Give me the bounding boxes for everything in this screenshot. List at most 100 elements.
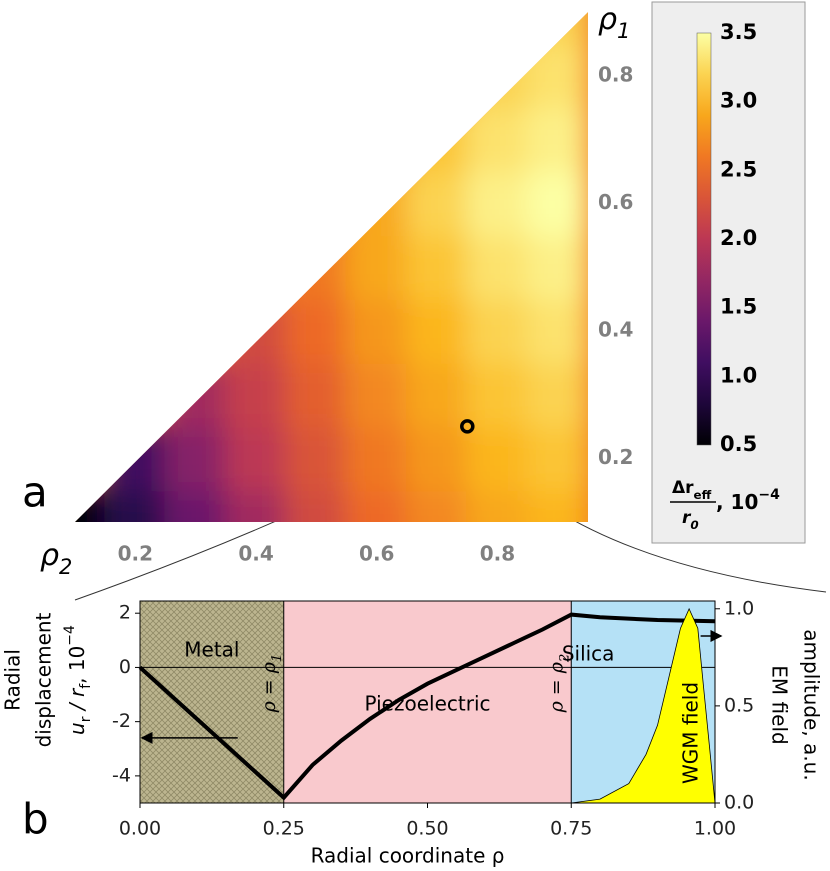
heat-cell	[405, 489, 469, 522]
heat-cell	[104, 489, 167, 522]
label-part: r	[682, 508, 692, 528]
heat-cell	[285, 425, 348, 492]
heat-cell	[285, 489, 348, 522]
marker	[460, 419, 475, 434]
heat-cell	[466, 106, 529, 173]
x-tick-label: 0.6	[359, 542, 394, 566]
heat-cell	[526, 170, 588, 237]
y-axis-label: ρ1	[598, 2, 630, 44]
colorbar	[696, 32, 712, 446]
label-part: 2	[557, 654, 572, 663]
boundary-label: ρ = ρ2	[545, 654, 572, 714]
heat-cell	[526, 106, 588, 173]
boundary-label: ρ = ρ1	[258, 654, 285, 714]
y-axis-label: Radial	[1, 649, 25, 711]
heat-cell	[466, 234, 529, 300]
region-label: Metal	[184, 638, 239, 662]
label-part: Δr	[672, 478, 694, 498]
label-part: ρ	[598, 2, 617, 37]
label-part: ρ	[40, 538, 59, 573]
heat-cell	[466, 489, 529, 522]
heat-cell	[526, 234, 588, 300]
heat-cell	[224, 297, 288, 364]
label-part: r	[78, 716, 94, 722]
label-part: / r	[65, 687, 89, 716]
heat-cell	[466, 425, 529, 492]
y-axis-label: ur / rf, 10−4	[62, 625, 94, 735]
y-tick-label: 2	[119, 602, 131, 624]
x-tick-label: 0.4	[238, 542, 273, 566]
heat-cell	[345, 425, 408, 492]
x-tick-label: 0.50	[406, 818, 448, 840]
label-part: 0	[690, 518, 698, 532]
label-part: , 10	[65, 646, 89, 684]
label-part: 2	[59, 555, 72, 579]
label-part: 1	[617, 19, 630, 43]
heat-cell	[345, 170, 408, 237]
colorbar-tick-label: 3.5	[720, 20, 757, 44]
heat-cell	[345, 361, 408, 428]
colorbar-label: r0	[682, 508, 699, 532]
colorbar-tick-label: 3.0	[720, 89, 757, 113]
heat-cell	[405, 361, 469, 428]
heat-cell	[285, 361, 348, 428]
heat-cell	[224, 425, 288, 492]
x-tick-label: 0.2	[118, 542, 153, 566]
heat-cell	[345, 297, 408, 364]
y-tick-label: -4	[112, 764, 131, 786]
colorbar-tick-label: 2.0	[720, 226, 757, 250]
label-part: 1	[270, 654, 285, 662]
x-tick-label: 0.8	[480, 542, 515, 566]
panel-label: b	[22, 795, 49, 844]
colorbar-tick-label: 0.5	[720, 432, 757, 456]
heat-cell	[526, 42, 588, 109]
contour-plot	[75, 12, 588, 522]
y2-tick-label: 1.0	[724, 597, 754, 619]
label-part: −4	[758, 487, 780, 503]
heat-cell	[285, 297, 348, 364]
y-tick-label: 0.8	[598, 62, 633, 86]
y-tick-label: -2	[112, 710, 131, 732]
colorbar-tick-label: 2.5	[720, 157, 757, 181]
y-axis-label: displacement	[32, 612, 56, 747]
heat-cell	[405, 425, 469, 492]
colorbar-label: Δreff	[672, 478, 712, 502]
x-tick-label: 0.25	[263, 818, 305, 840]
y-tick-label: 0.4	[598, 317, 633, 341]
field-area	[571, 607, 716, 804]
heat-cell	[164, 361, 227, 428]
heat-cell	[345, 489, 408, 522]
x-axis-label: Radial coordinate ρ	[311, 844, 505, 868]
region-label: Silica	[562, 642, 615, 666]
heat-cell	[466, 297, 529, 364]
heat-cell	[224, 489, 288, 522]
region	[283, 601, 572, 803]
y2-axis-label: amplitude, a.u.	[800, 629, 824, 780]
heat-cell	[526, 361, 588, 428]
heat-cell	[405, 170, 469, 237]
heat-cell	[526, 489, 588, 522]
label-part: −4	[62, 625, 78, 646]
heat-cell	[224, 361, 288, 428]
heat-cell	[466, 42, 529, 109]
region-label: Piezoelectric	[365, 692, 491, 716]
colorbar-box	[651, 1, 806, 544]
heatmap	[75, 12, 588, 522]
heat-cell	[405, 234, 469, 300]
colorbar-tick-label: 1.5	[720, 295, 757, 319]
heat-cell	[285, 234, 348, 300]
heat-cell	[345, 234, 408, 300]
x-tick-label: 1.00	[694, 818, 736, 840]
y-tick-label: 0.6	[598, 190, 633, 214]
heat-cell	[466, 170, 529, 237]
heat-cell	[104, 425, 167, 492]
label-part: ρ = ρ	[258, 661, 280, 713]
series-label: WGM field	[679, 682, 703, 784]
heat-cell	[526, 12, 588, 45]
label-part: , 10	[716, 490, 758, 514]
y2-tick-label: 0.0	[724, 792, 754, 814]
region-hatch	[140, 601, 284, 803]
label-part: u	[65, 722, 89, 735]
label-part: eff	[694, 488, 712, 502]
